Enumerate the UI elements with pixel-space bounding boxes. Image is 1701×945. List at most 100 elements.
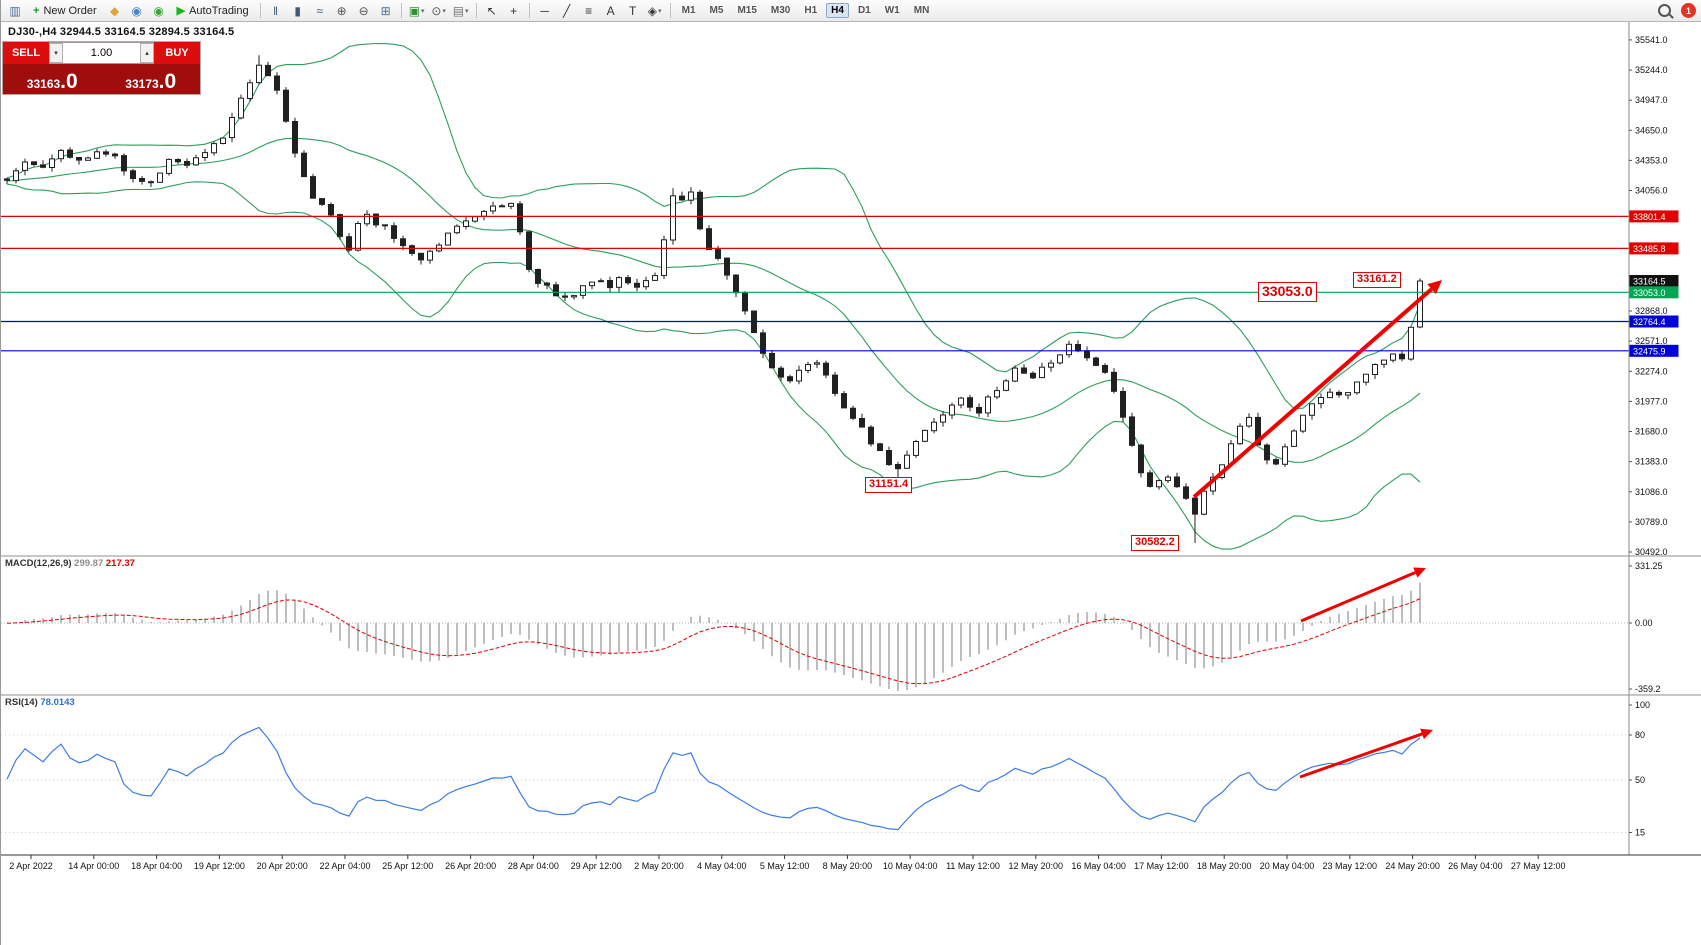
candle: [976, 407, 982, 414]
bar-chart-icon[interactable]: ‖: [273, 3, 279, 18]
candle: [580, 285, 586, 296]
metaquotes-icon[interactable]: ◆: [110, 3, 120, 18]
candle: [1165, 476, 1171, 482]
timeframe-button-M15[interactable]: M15: [737, 5, 757, 16]
candle: [22, 161, 28, 171]
horizontal-level-lines[interactable]: [1, 215, 1629, 352]
bollinger-lower-line: [6, 181, 1421, 550]
candle-chart-icon[interactable]: ▮: [294, 3, 301, 18]
line-chart-icon[interactable]: ≈: [316, 3, 323, 18]
candle: [517, 203, 523, 233]
zoom-in-icon[interactable]: ⊕: [336, 3, 347, 18]
profile-icon[interactable]: ◉: [131, 3, 142, 18]
new-chart-icon[interactable]: ▣ ▾: [408, 3, 425, 18]
candle: [112, 153, 118, 157]
autotrading-button[interactable]: ▶ AutoTrading: [171, 2, 255, 20]
price-tick-label: 34056.0: [1635, 186, 1668, 196]
period-icon-dropdown-arrow[interactable]: ▾: [442, 7, 446, 15]
candle: [391, 225, 397, 239]
new-chart-icon-dropdown-arrow[interactable]: ▾: [421, 7, 425, 15]
candle: [877, 443, 883, 451]
timeframe-button-H1[interactable]: H1: [804, 5, 818, 16]
price-tag-label: 33164.5: [1633, 277, 1666, 287]
time-tick-label: 5 May 12:00: [760, 861, 810, 871]
search-icon[interactable]: [1658, 4, 1671, 17]
rsi-tick-label: 50: [1635, 775, 1645, 785]
fibonacci-icon[interactable]: ≡: [585, 3, 593, 18]
timeframe-button-MN[interactable]: MN: [913, 5, 930, 16]
candle: [1408, 326, 1414, 360]
price-tick-label: 35244.0: [1635, 65, 1668, 75]
timeframe-button-M30[interactable]: M30: [770, 5, 791, 16]
timeframe-button-M5[interactable]: M5: [709, 5, 724, 16]
trend-arrow-line[interactable]: [1192, 287, 1433, 499]
candle: [337, 214, 343, 237]
price-axis[interactable]: 35541.0 35244.0 34947.0 34650.0 34353.0 34056…: [1628, 22, 1679, 855]
candle: [364, 213, 370, 225]
candle: [652, 275, 658, 281]
sell-button[interactable]: SELL: [3, 42, 49, 64]
timeframe-button-D1[interactable]: D1: [857, 5, 871, 16]
candle: [697, 191, 703, 230]
price-annotation-31151.4[interactable]: 31151.4: [865, 477, 913, 493]
rsi-tick-label: 15: [1635, 828, 1645, 838]
time-tick-label: 26 May 04:00: [1448, 861, 1503, 871]
cursor-icon[interactable]: ↖: [486, 3, 497, 18]
candle: [571, 295, 577, 298]
candle: [76, 157, 82, 161]
candle: [346, 236, 352, 251]
shapes-icon-dropdown-arrow[interactable]: ▾: [657, 7, 662, 15]
toolbar-separator: [669, 3, 671, 18]
trend-arrow-line[interactable]: [1300, 571, 1416, 623]
charts-icon[interactable]: ▥: [9, 3, 21, 18]
new-order-button-label: New Order: [43, 4, 97, 17]
volume-down-button[interactable]: ▾: [49, 43, 63, 63]
price-annotation-33161.2[interactable]: 33161.2: [1353, 272, 1401, 288]
crosshair-icon[interactable]: +: [510, 3, 518, 18]
price-tag-label: 33053.0: [1633, 288, 1666, 298]
candle: [733, 274, 739, 294]
candle: [625, 277, 631, 284]
volume-up-button[interactable]: ▴: [140, 43, 154, 63]
templates-icon-dropdown-arrow[interactable]: ▾: [465, 7, 469, 15]
timeframe-button-H4[interactable]: H4: [826, 3, 849, 18]
candle: [949, 404, 955, 416]
chart-plot-area[interactable]: [1, 22, 1701, 855]
shapes-icon[interactable]: ◈ ▾: [647, 3, 662, 18]
timeframe-button-W1[interactable]: W1: [884, 5, 900, 16]
period-icon[interactable]: ⊙ ▾: [431, 3, 446, 18]
volume-input[interactable]: [63, 43, 140, 63]
label-icon[interactable]: T: [628, 3, 637, 18]
candle: [355, 223, 361, 251]
candle: [157, 172, 163, 183]
candle: [310, 176, 316, 199]
trend-arrow-line[interactable]: [1299, 732, 1423, 779]
community-icon[interactable]: ◉: [153, 3, 164, 18]
text-icon[interactable]: A: [606, 3, 615, 18]
notification-badge[interactable]: 1: [1681, 3, 1696, 18]
price-annotation-30582.2[interactable]: 30582.2: [1131, 535, 1179, 551]
candle: [58, 149, 64, 160]
time-tick-label: 12 May 20:00: [1009, 861, 1064, 871]
templates-icon[interactable]: ▤ ▾: [452, 3, 469, 18]
candle: [67, 149, 73, 158]
candle: [139, 178, 145, 182]
buy-button[interactable]: BUY: [154, 42, 200, 64]
candle: [1345, 392, 1351, 396]
candle: [1372, 364, 1378, 375]
candle: [886, 450, 892, 465]
trend-arrows[interactable]: [1192, 280, 1442, 779]
candle: [103, 151, 109, 155]
zoom-out-icon[interactable]: ⊖: [358, 3, 369, 18]
time-tick-label: 26 Apr 20:00: [445, 861, 496, 871]
trendline-icon[interactable]: ╱: [563, 3, 571, 18]
timeframe-button-M1[interactable]: M1: [681, 5, 696, 16]
time-axis[interactable]: 2 Apr 2022 14 Apr 00:00 18 Apr 04:00 19 Apr…: [9, 855, 1565, 871]
candle: [994, 390, 1000, 398]
tile-windows-icon[interactable]: ⊞: [380, 3, 391, 18]
price-annotation-33053.0[interactable]: 33053.0: [1258, 282, 1317, 302]
candle: [1246, 416, 1252, 427]
horizontal-line-icon[interactable]: ─: [540, 3, 549, 18]
new-order-button[interactable]: + New Order: [27, 2, 103, 20]
